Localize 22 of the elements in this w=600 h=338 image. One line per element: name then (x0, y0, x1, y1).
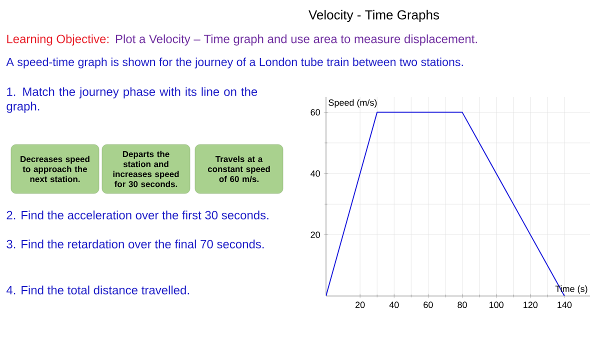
text: Travels at a constant speed of 60 m/s. (208, 156, 270, 182)
x-tick-label: 80 (458, 302, 467, 308)
y-axis-title: Speed (m/s) (328, 99, 377, 108)
text: Learning Objective: (7, 34, 108, 46)
x-tick-label: 100 (490, 302, 504, 308)
y-tick-label: 20 (310, 232, 320, 238)
x-tick-label: 140 (558, 302, 572, 308)
y-tick-label: 60 (310, 109, 320, 116)
text: 4. Find the total distance travelled. (6, 286, 189, 294)
y-tick-label: 40 (310, 170, 320, 177)
text: 3. Find the retardation over the final 70 seconds. (6, 240, 264, 248)
text: 2. Find the acceleration over the first 30 seconds. (6, 210, 268, 220)
x-tick-label: 120 (524, 302, 538, 308)
text: Decreases speed to approach the next station. (20, 156, 90, 182)
x-tick-label: 20 (356, 302, 365, 308)
text: A speed-time graph is shown for the journey of a London tube train between two stations. (6, 58, 463, 68)
text: 1. Match the journey phase with its line on the graph. (6, 87, 258, 113)
text: Departs the station and increases speed for 30 seconds. (113, 150, 179, 188)
chart-title: Velocity - Time Graphs (308, 10, 440, 22)
x-tick-label: 60 (424, 302, 433, 308)
text: Plot a Velocity – Time graph and use area to measure displacement. (116, 34, 477, 46)
x-tick-label: 40 (389, 302, 399, 308)
